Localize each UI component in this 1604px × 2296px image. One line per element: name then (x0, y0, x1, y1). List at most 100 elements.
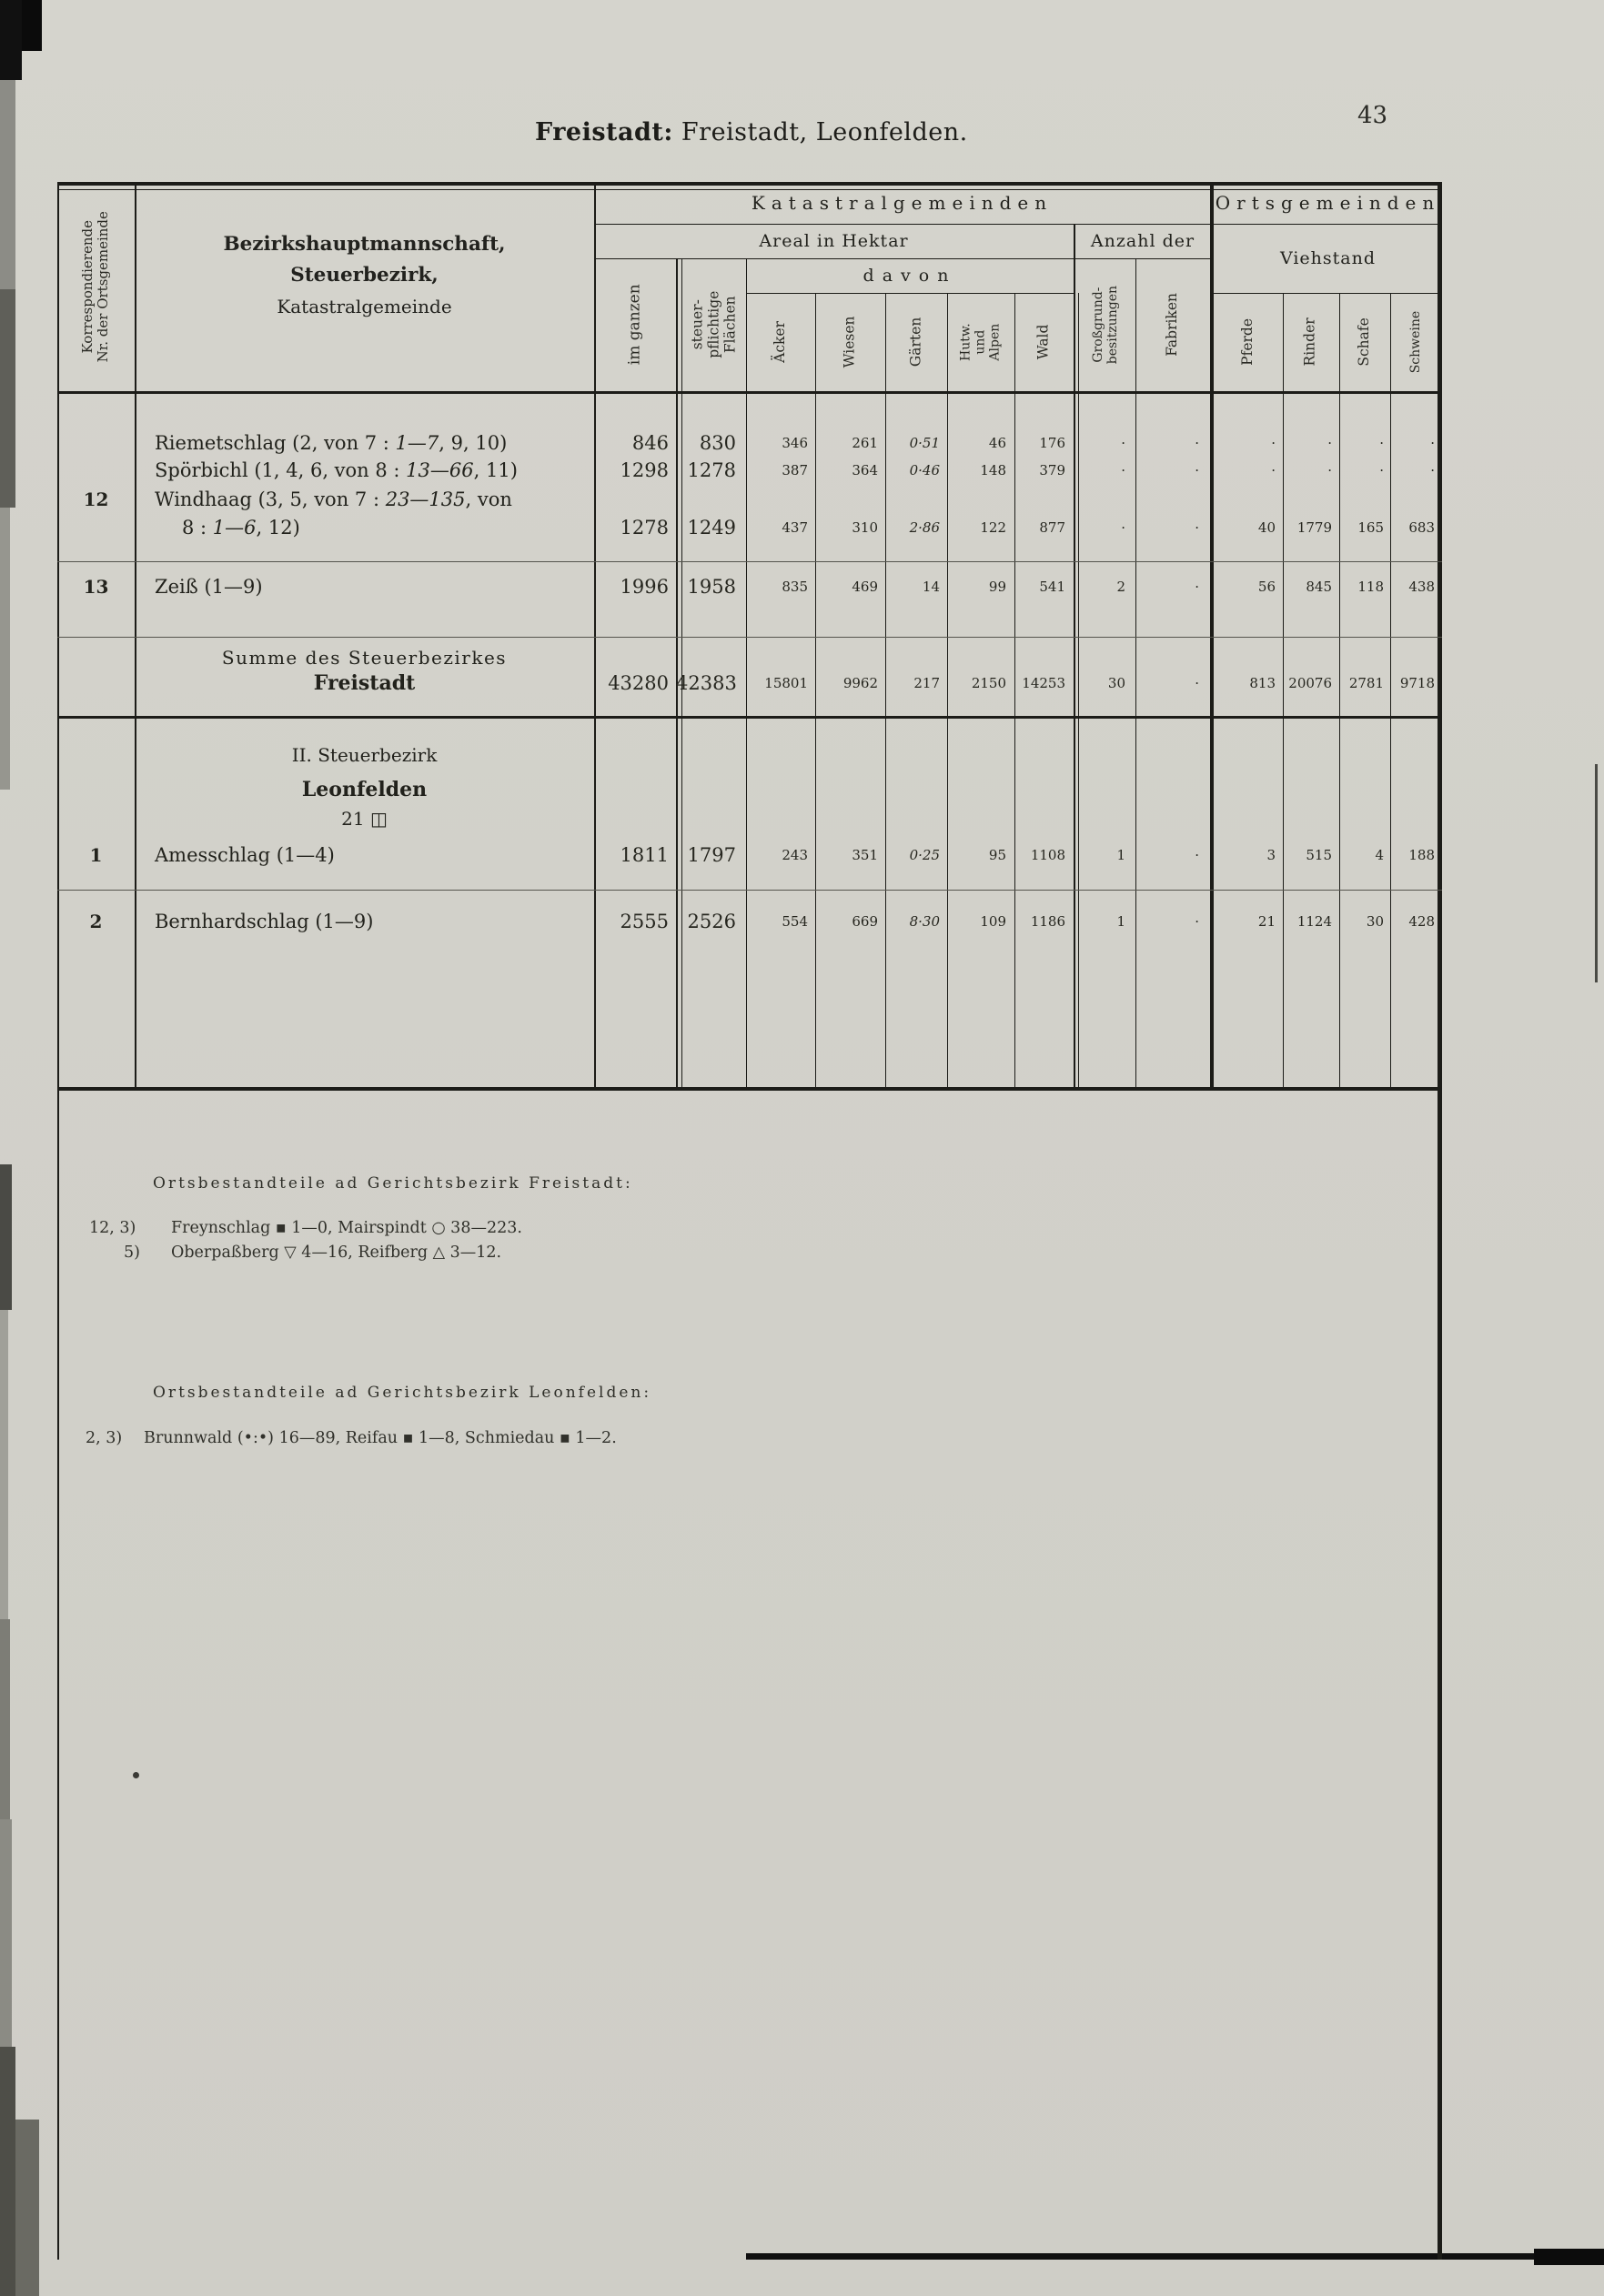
cell-aecker: 437 (782, 519, 808, 536)
cell-steuerpflichtig: 2526 (687, 911, 736, 932)
cell-schweine: 9718 (1399, 675, 1435, 691)
cell-hutw_alpen: 122 (980, 519, 1006, 536)
cell-schweine: 188 (1408, 847, 1435, 863)
cell-rinder: 1124 (1296, 913, 1332, 930)
footnote-heading-freistadt: Ortsbestandteile ad Gerichtsbezirk Freis… (153, 1174, 633, 1193)
cell-rinder: 20076 (1288, 675, 1332, 691)
cell-rinder: · (1327, 435, 1332, 451)
cell-schafe: · (1379, 462, 1384, 478)
cell-wald: 176 (1039, 435, 1065, 451)
cell-wald: 14253 (1022, 675, 1065, 691)
scan-artifact (746, 2253, 1604, 2260)
page-title: Freistadt: Freistadt, Leonfelden. (535, 118, 968, 146)
cell-hutw_alpen: 46 (988, 435, 1006, 451)
scan-artifact (15, 2120, 39, 2296)
cell-fabriken: · (1195, 462, 1199, 478)
column-header-bezirkshauptmannschaft: Bezirkshauptmannschaft, Steuerbezirk, Ka… (223, 233, 506, 317)
group-header-ortsgemeinden: Ortsgemeinden (1215, 192, 1441, 214)
cell-gaerten: 0·25 (909, 847, 940, 863)
katastralgemeinde-name: Amesschlag (1—4) (155, 844, 335, 866)
cell-pferde: 813 (1249, 675, 1276, 691)
cell-fabriken: · (1195, 675, 1199, 691)
sum-row-title: Summe des Steuerbezirkes (221, 647, 508, 669)
cell-schweine: 428 (1408, 913, 1435, 930)
column-header-wald: Wald (1034, 324, 1052, 360)
cell-gaerten: 2·86 (909, 519, 940, 536)
scan-artifact (0, 1164, 12, 1310)
cell-pferde: 3 (1266, 847, 1276, 863)
cell-gaerten: 0·46 (909, 462, 940, 478)
scan-artifact (0, 289, 15, 508)
cell-schweine: · (1430, 435, 1435, 451)
katastralgemeinde-name: Spörbichl (1, 4, 6, von 8 : 13—66, 11) (155, 459, 518, 481)
page-title-district: Freistadt: (535, 118, 673, 146)
scan-artifact (0, 508, 10, 790)
footnote-item: Freynschlag ▪ 1—0, Mairspindt ○ 38—223. (171, 1219, 522, 1237)
cell-aecker: 387 (782, 462, 808, 478)
cell-fabriken: · (1195, 847, 1199, 863)
column-header-aecker: Äcker (772, 321, 789, 363)
column-header-gaerten: Gärten (907, 317, 924, 368)
cell-wald: 1186 (1030, 913, 1065, 930)
table-left-border (57, 182, 59, 2260)
cell-fabriken: · (1195, 435, 1199, 451)
cell-wiesen: 669 (852, 913, 878, 930)
subheader-viehstand: Viehstand (1279, 248, 1377, 268)
row-number: 13 (83, 576, 109, 598)
scan-artifact (133, 1772, 139, 1778)
cell-steuerpflichtig: 830 (699, 432, 736, 454)
cell-hutw_alpen: 2150 (971, 675, 1006, 691)
cell-grossgrundbesitzungen: · (1121, 519, 1125, 536)
cell-wald: 877 (1039, 519, 1065, 536)
cell-aecker: 835 (782, 579, 808, 595)
cell-pferde: · (1271, 435, 1276, 451)
column-header-schafe: Schafe (1356, 317, 1373, 367)
subheader-anzahl-der: Anzahl der (1090, 231, 1195, 251)
cell-wald: 379 (1039, 462, 1065, 478)
cell-gaerten: 8·30 (909, 913, 940, 930)
cell-schafe: 4 (1375, 847, 1384, 863)
footnote-item-prefix: 5) (124, 1244, 140, 1262)
cell-im_ganzen: 1996 (620, 576, 669, 598)
scan-artifact (0, 1310, 8, 1619)
cell-grossgrundbesitzungen: 2 (1116, 579, 1125, 595)
cell-pferde: 56 (1257, 579, 1276, 595)
cell-rinder: 515 (1306, 847, 1332, 863)
katastralgemeinde-name: Windhaag (3, 5, von 7 : 23—135, von (155, 488, 512, 510)
cell-rinder: 845 (1306, 579, 1332, 595)
katastralgemeinde-name: Zeiß (1—9) (155, 576, 263, 598)
group-header-katastralgemeinden: Katastralgemeinden (751, 192, 1054, 214)
page-number: 43 (1357, 102, 1388, 129)
cell-im_ganzen: 846 (631, 432, 669, 454)
column-header-grossgrundbesitzungen: Großgrund- besitzungen (1090, 285, 1120, 365)
scan-artifact (0, 0, 22, 80)
cell-aecker: 346 (782, 435, 808, 451)
cell-schweine: 683 (1408, 519, 1435, 536)
column-header-wiesen: Wiesen (841, 316, 858, 368)
cell-pferde: 40 (1257, 519, 1276, 536)
cell-im_ganzen: 43280 (608, 672, 669, 694)
scan-artifact (0, 2047, 15, 2296)
cell-wiesen: 310 (852, 519, 878, 536)
subheader-areal-in-hektar: Areal in Hektar (759, 231, 909, 251)
footnote-item: Oberpaßberg ▽ 4—16, Reifberg △ 3—12. (171, 1244, 502, 1262)
cell-fabriken: · (1195, 913, 1199, 930)
scan-artifact (0, 1619, 10, 1819)
row-number: 1 (89, 844, 103, 866)
footnote-item: Brunnwald (•:•) 16—89, Reifau ▪ 1—8, Sch… (144, 1429, 617, 1447)
cell-gaerten: 14 (922, 579, 940, 595)
katastralgemeinde-name: Riemetschlag (2, von 7 : 1—7, 9, 10) (155, 432, 508, 454)
cell-grossgrundbesitzungen: · (1121, 435, 1125, 451)
cell-im_ganzen: 1278 (620, 517, 669, 539)
column-header-schweine: Schweine (1408, 310, 1424, 374)
cell-wiesen: 364 (852, 462, 878, 478)
cell-aecker: 554 (782, 913, 808, 930)
column-header-steuerpflichtige-flaechen: steuer- pflichtige Flächen (689, 290, 738, 359)
subheader-davon: davon (863, 266, 957, 286)
cell-fabriken: · (1195, 579, 1199, 595)
cell-im_ganzen: 1811 (620, 844, 669, 866)
steuerbezirk-section-title: II. Steuerbezirk (291, 744, 438, 766)
cell-pferde: · (1271, 462, 1276, 478)
cell-fabriken: · (1195, 519, 1199, 536)
